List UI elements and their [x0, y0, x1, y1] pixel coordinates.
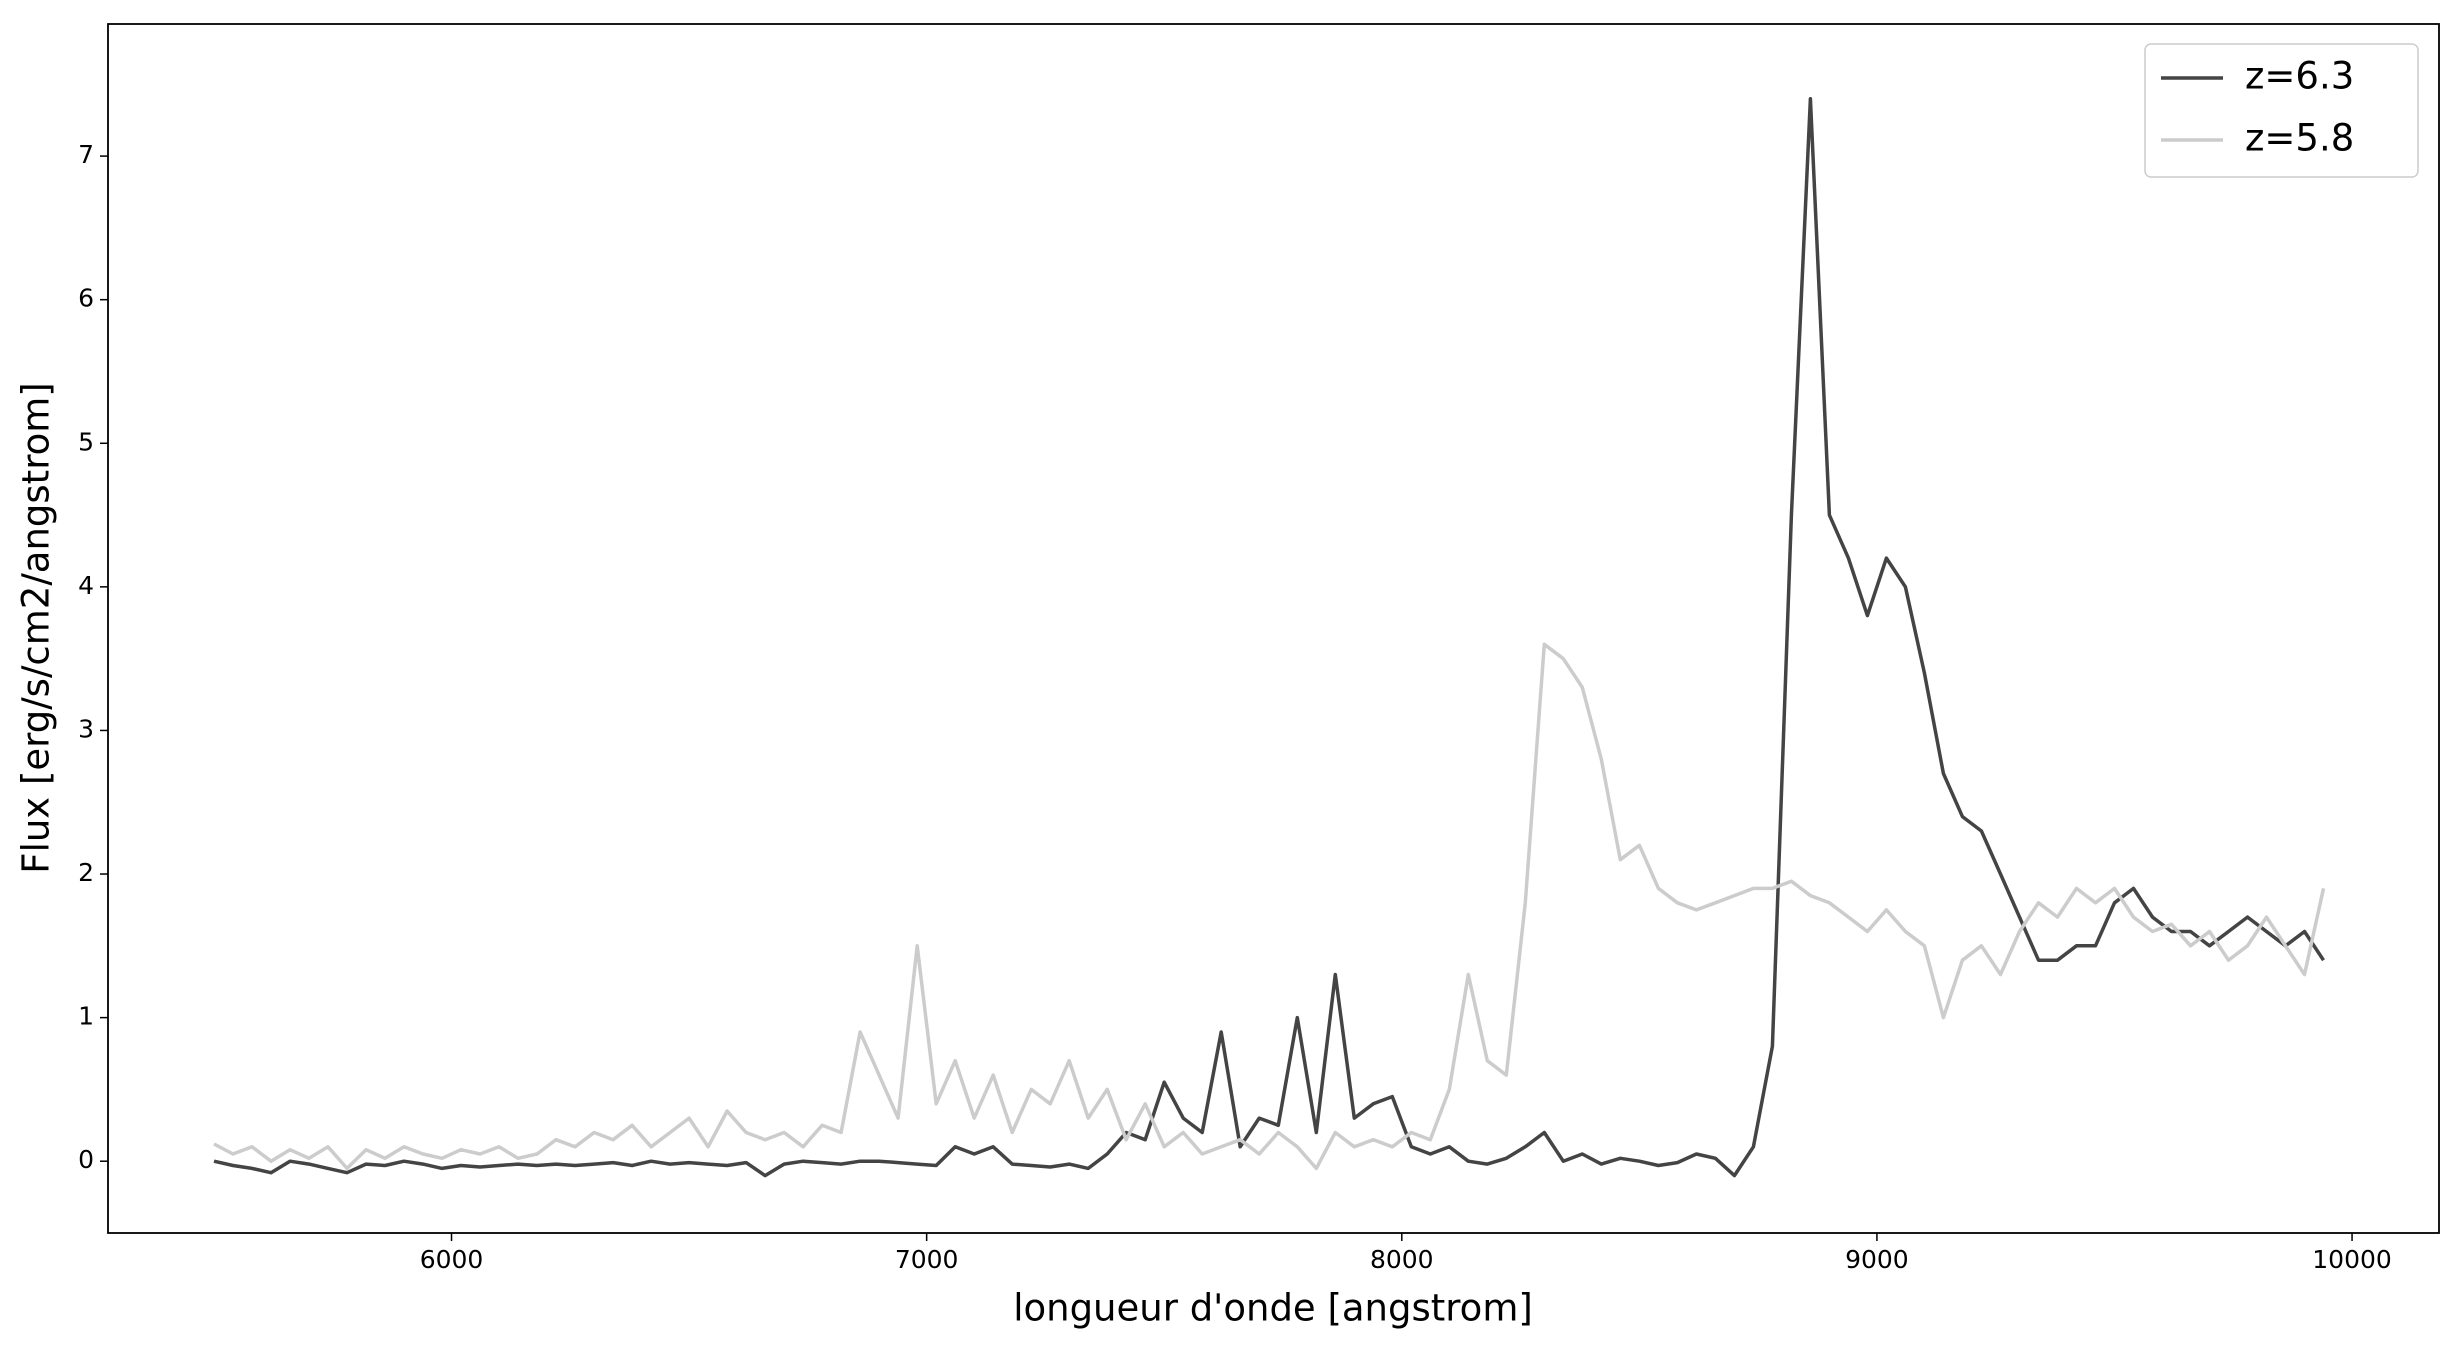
plot-frame: [107, 23, 2440, 1234]
x-tick-label: 10000: [2312, 1245, 2392, 1274]
y-tick-label: 4: [78, 571, 94, 600]
x-axis-label: longueur d'onde [angstrom]: [1013, 1287, 1533, 1330]
y-tick-label: 2: [78, 858, 94, 887]
legend-label: z=6.3: [2245, 55, 2354, 98]
y-axis-label: Flux [erg/s/cm2/angstrom]: [15, 382, 58, 873]
y-tick-label: 1: [78, 1002, 94, 1031]
legend-label: z=5.8: [2245, 117, 2354, 160]
data-line: [213, 642, 2326, 1171]
y-tick-label: 3: [78, 714, 94, 743]
y-tick-label: 7: [78, 140, 94, 169]
x-tick-label: 9000: [1845, 1245, 1909, 1274]
x-tick-label: 6000: [420, 1245, 484, 1274]
x-tick-label: 7000: [895, 1245, 959, 1274]
legend: z=6.3 z=5.8: [2144, 43, 2419, 178]
y-tick-label: 0: [78, 1145, 94, 1174]
x-tick-label: 8000: [1370, 1245, 1434, 1274]
y-tick-label: 6: [78, 284, 94, 313]
y-tick-label: 5: [78, 427, 94, 456]
data-line: [213, 96, 2325, 1178]
